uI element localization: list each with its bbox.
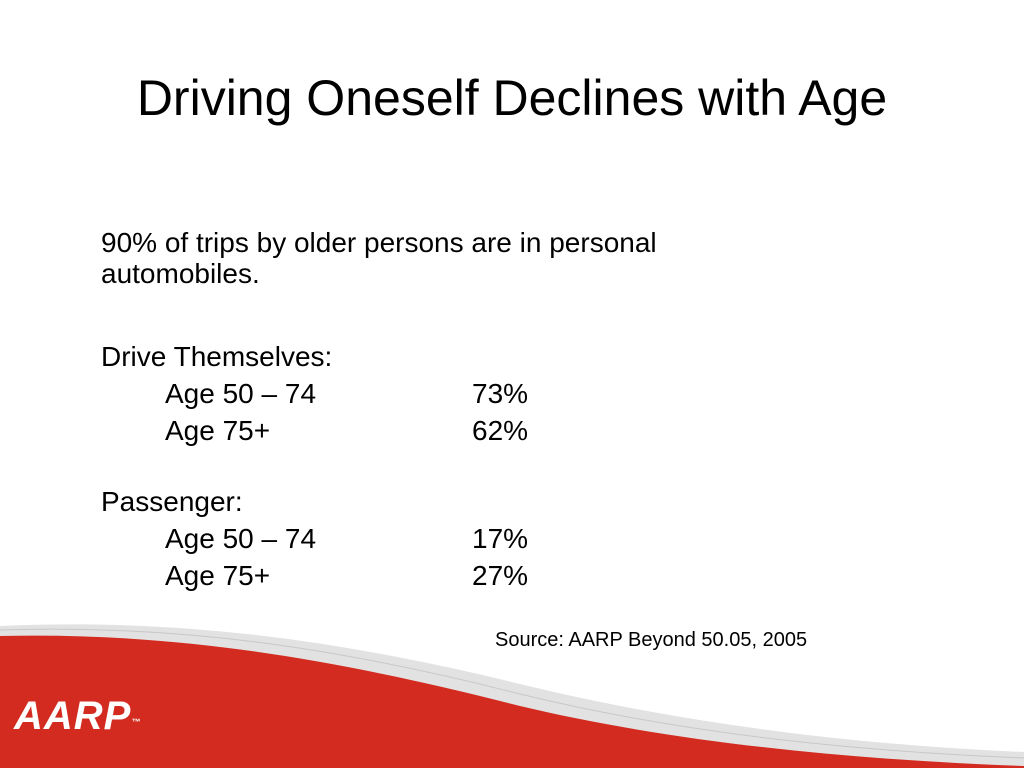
- drive-themselves-group: Drive Themselves: Age 50 – 74 73% Age 75…: [101, 338, 861, 449]
- source-citation: Source: AARP Beyond 50.05, 2005: [495, 629, 808, 651]
- age-label: Age 50 – 74: [165, 523, 317, 554]
- intro-line-2: automobiles.: [101, 258, 260, 289]
- stat-row: Age 50 – 74 73%: [101, 375, 861, 412]
- percent-value: 17%: [472, 523, 529, 554]
- slide-body: 90% of trips by older persons are in per…: [101, 227, 861, 594]
- footer-swoosh-red: [0, 635, 1024, 768]
- percent-value: 27%: [472, 560, 529, 591]
- aarp-logo: AARP™: [14, 694, 141, 738]
- age-label: Age 75+: [165, 415, 271, 446]
- percent-value: 73%: [472, 378, 529, 409]
- passenger-group: Passenger: Age 50 – 74 17% Age 75+ 27%: [101, 483, 861, 594]
- group-heading: Drive Themselves:: [101, 341, 333, 372]
- percent-value: 62%: [472, 415, 529, 446]
- stat-row: Age 75+ 62%: [101, 412, 861, 449]
- slide-title: Driving Oneself Declines with Age: [136, 70, 888, 126]
- trademark-mark: ™: [131, 717, 142, 727]
- age-label: Age 50 – 74: [165, 378, 317, 409]
- stat-row: Age 75+ 27%: [101, 557, 861, 594]
- intro-line-1: 90% of trips by older persons are in per…: [101, 227, 657, 258]
- intro-text: 90% of trips by older persons are in per…: [101, 227, 861, 289]
- age-label: Age 75+: [165, 560, 271, 591]
- footer-swoosh-highlight: [0, 628, 1024, 759]
- aarp-logo-text: AARP: [14, 694, 132, 738]
- group-heading: Passenger:: [101, 486, 243, 517]
- stat-row: Age 50 – 74 17%: [101, 520, 861, 557]
